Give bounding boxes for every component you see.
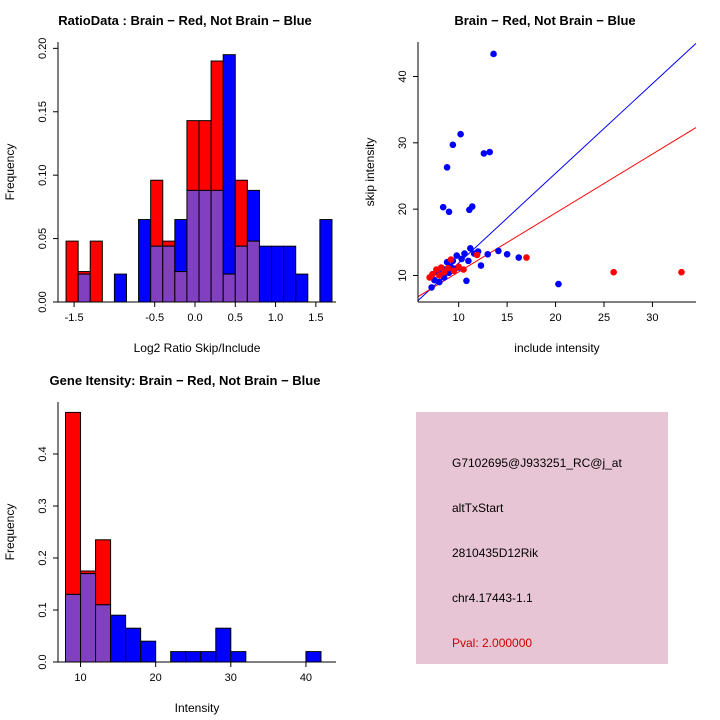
svg-text:0.20: 0.20 <box>37 38 49 59</box>
panel-gene-intensity-histogram: Gene Itensity: Brain − Red, Not Brain − … <box>0 360 360 720</box>
probe-id-text: G7102695@J933251_RC@j_at <box>452 456 622 470</box>
gene-name-text: 2810435D12Rik <box>452 546 539 560</box>
svg-text:10: 10 <box>397 269 409 281</box>
intensity-scatter-plot: 10 15 20 25 30 10 20 30 40 include intensity skip … <box>363 42 697 355</box>
svg-text:0.00: 0.00 <box>37 291 49 312</box>
panel-gene-info: G7102695@J933251_RC@j_at altTxStart 2810… <box>360 360 720 720</box>
svg-text:20: 20 <box>549 312 561 324</box>
svg-text:0.05: 0.05 <box>37 228 49 249</box>
svg-text:40: 40 <box>300 672 312 684</box>
svg-text:skip intensity: skip intensity <box>363 138 377 207</box>
svg-text:25: 25 <box>598 312 610 324</box>
svg-text:0.5: 0.5 <box>228 312 243 324</box>
svg-text:0.0: 0.0 <box>187 312 202 324</box>
pval-text: Pval: 2.000000 <box>452 636 533 650</box>
panel-intensity-scatter: Brain − Red, Not Brain − Blue 10 15 20 25 30… <box>360 0 720 360</box>
svg-text:include intensity: include intensity <box>514 341 599 355</box>
svg-text:0.4: 0.4 <box>37 446 49 461</box>
svg-text:0.0: 0.0 <box>37 654 49 669</box>
svg-text:10: 10 <box>453 312 465 324</box>
gene-intensity-title: Gene Itensity: Brain − Red, Not Brain − … <box>49 373 321 388</box>
svg-text:Log2 Ratio Skip/Include: Log2 Ratio Skip/Include <box>134 341 261 355</box>
svg-text:10: 10 <box>74 672 86 684</box>
svg-text:Frequency: Frequency <box>3 144 17 201</box>
svg-text:20: 20 <box>397 203 409 215</box>
svg-text:0.3: 0.3 <box>37 498 49 513</box>
svg-text:-1.5: -1.5 <box>65 312 84 324</box>
svg-text:1.0: 1.0 <box>268 312 283 324</box>
svg-text:20: 20 <box>150 672 162 684</box>
ratio-histogram-title: RatioData : Brain − Red, Not Brain − Blu… <box>58 13 312 28</box>
panel-ratio-histogram: RatioData : Brain − Red, Not Brain − Blu… <box>0 0 360 360</box>
intensity-scatter-title: Brain − Red, Not Brain − Blue <box>454 13 636 28</box>
svg-text:Frequency: Frequency <box>3 504 17 561</box>
svg-text:40: 40 <box>397 70 409 82</box>
gene-info-box: G7102695@J933251_RC@j_at altTxStart 2810… <box>416 412 668 664</box>
svg-text:-0.5: -0.5 <box>145 312 164 324</box>
svg-text:Intensity: Intensity <box>175 701 220 715</box>
svg-text:0.10: 0.10 <box>37 164 49 185</box>
event-type-text: altTxStart <box>452 501 504 515</box>
svg-text:30: 30 <box>225 672 237 684</box>
svg-text:0.1: 0.1 <box>37 602 49 617</box>
svg-text:30: 30 <box>646 312 658 324</box>
gene-intensity-histogram-plot: 10 20 30 40 0.0 0.1 0.2 0.3 0.4 Intensity Frequenc… <box>3 402 336 715</box>
svg-text:15: 15 <box>501 312 513 324</box>
ratio-histogram-plot: -1.5 -0.5 0.0 0.5 1.0 1.5 0.00 0.05 0.10 0.15 0.20… <box>3 38 336 355</box>
svg-text:1.5: 1.5 <box>308 312 323 324</box>
svg-text:0.15: 0.15 <box>37 101 49 122</box>
locus-text: chr4.17443-1.1 <box>452 591 533 605</box>
svg-text:30: 30 <box>397 137 409 149</box>
svg-text:0.2: 0.2 <box>37 550 49 565</box>
